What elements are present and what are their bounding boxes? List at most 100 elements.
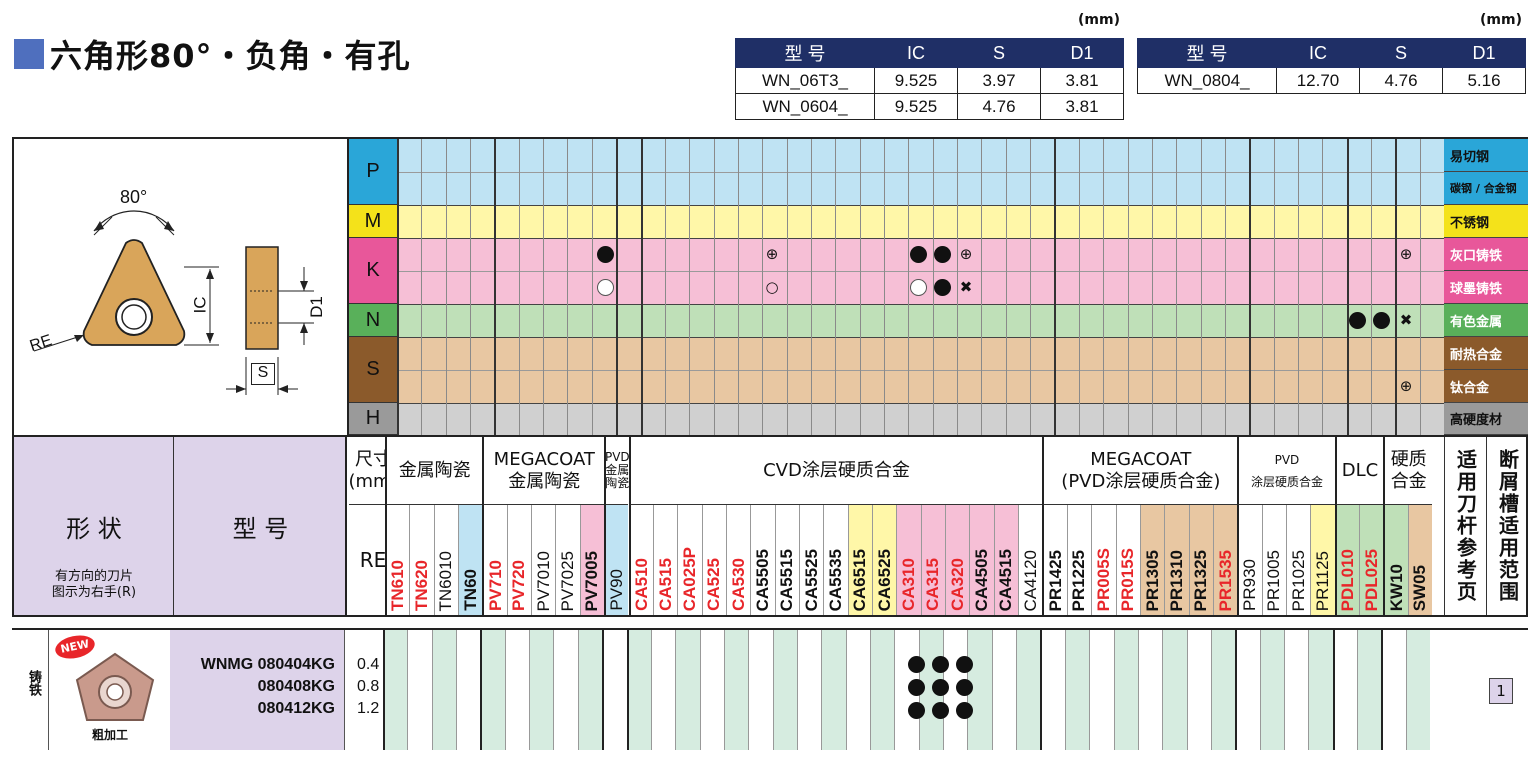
grid-column-line <box>421 139 423 435</box>
open-circle-icon <box>910 279 927 296</box>
recommended-dot-icon <box>956 656 973 673</box>
grade-column-header: TN60 <box>458 505 483 615</box>
open-circle-icon <box>597 279 614 296</box>
title-square-icon <box>14 39 44 69</box>
thin-cross-circle-icon: ⊕ <box>1399 377 1413 395</box>
grade-column-header: PDL025 <box>1359 505 1384 615</box>
grade-label: CA5515 <box>777 548 797 611</box>
grid-column-line <box>689 139 691 435</box>
grade-label: CA4505 <box>972 548 992 611</box>
grade-label: CA510 <box>631 558 651 611</box>
grade-label: PV720 <box>509 559 529 611</box>
material-stainless: 不锈钢 <box>1444 205 1528 238</box>
product-grade-cell <box>650 630 676 750</box>
product-grade-cell <box>870 630 895 750</box>
angle-label: 80° <box>120 187 148 207</box>
grade-column-header: CA5505 <box>750 505 775 615</box>
recommended-dot-icon <box>908 656 925 673</box>
grade-label: KW10 <box>1386 563 1406 611</box>
grade-column-header: PV720 <box>506 505 532 615</box>
product-grade-cell <box>504 630 530 750</box>
grade-label: PV7010 <box>533 550 553 612</box>
col-header: S <box>957 38 1041 68</box>
grade-group-header: PVD 金属陶瓷 <box>604 437 630 505</box>
band-h <box>397 403 1444 435</box>
product-grade-cell <box>1064 630 1090 750</box>
material-free-cutting-steel: 易切钢 <box>1444 139 1528 172</box>
grade-column-header: CA4515 <box>993 505 1019 615</box>
half-dot-icon <box>1373 312 1390 329</box>
grade-column-header: KW10 <box>1383 505 1408 615</box>
product-grade-cell <box>602 630 627 750</box>
page-title: 六角形80°・负角・有孔 <box>14 30 411 78</box>
grid-column-line <box>908 139 910 435</box>
grade-label: CA5535 <box>825 548 845 611</box>
insert-diagram <box>33 210 314 395</box>
thin-circle-icon: ○ <box>765 278 779 296</box>
grid-column-line <box>762 139 764 435</box>
half-dot-icon <box>934 246 951 263</box>
grid-column-line <box>1249 139 1252 435</box>
grid-column-line <box>810 139 812 435</box>
grid-column-line <box>932 139 934 435</box>
grade-label: CA5525 <box>801 548 821 611</box>
grade-column-header: PV7010 <box>531 505 556 615</box>
product-grade-cell <box>675 630 700 750</box>
product-grade-cell <box>772 630 797 750</box>
grade-column-header: PR1125 <box>1310 505 1335 615</box>
recommended-dot-icon <box>597 246 614 263</box>
cell: 4.76 <box>1359 67 1443 94</box>
col-header: IC <box>874 38 958 68</box>
product-grade-cell <box>1089 630 1114 750</box>
cross-icon: ✖ <box>1399 311 1413 329</box>
recommended-dot-icon <box>956 702 973 719</box>
product-grade-cell <box>821 630 846 750</box>
material-ductile-cast-iron: 球墨铸铁 <box>1444 271 1528 304</box>
grade-column-header: PR1305 <box>1139 505 1165 615</box>
iso-code-n: N <box>349 304 397 337</box>
grade-label: PV7025 <box>558 550 578 612</box>
grid-column-line <box>981 139 983 435</box>
grade-column-header: PR1310 <box>1164 505 1189 615</box>
grade-label: PDL025 <box>1361 548 1381 611</box>
grade-label: PDL010 <box>1337 548 1357 611</box>
grade-label: PV90 <box>607 569 627 611</box>
grade-label: PR1025 <box>1288 549 1308 611</box>
product-grade-cell <box>553 630 578 750</box>
cell: 12.70 <box>1276 67 1360 94</box>
grade-column-header: PV710 <box>482 505 507 615</box>
grid-column-line <box>1176 139 1178 435</box>
grade-label: PR1125 <box>1312 550 1332 611</box>
grid-column-line <box>616 139 619 435</box>
material-titanium: 钛合金 <box>1444 370 1528 403</box>
thin-cross-circle-icon: ⊕ <box>765 245 779 263</box>
grade-label: CA315 <box>923 558 943 611</box>
cell: WN_06T3_ <box>735 67 875 94</box>
cell: 3.81 <box>1040 67 1124 94</box>
ic-label: IC <box>190 296 210 314</box>
product-grade-cell <box>1332 630 1357 750</box>
product-grade-cell <box>383 630 408 750</box>
grade-column-header: TN6010 <box>433 505 459 615</box>
grade-label: CA4515 <box>996 548 1016 611</box>
page-ref-link[interactable]: 1 <box>1489 678 1513 704</box>
col-header: S <box>1359 38 1443 68</box>
grid-column-line <box>957 139 959 435</box>
grade-label: TN6010 <box>436 550 456 611</box>
grade-label: TN610 <box>388 559 408 611</box>
cell: 5.16 <box>1442 67 1526 94</box>
cross-icon: ✖ <box>959 278 973 296</box>
grade-column-header: CA315 <box>920 505 946 615</box>
grade-column-header: SW05 <box>1407 505 1433 615</box>
grade-label: PV710 <box>485 559 505 611</box>
product-grade-cell <box>626 630 651 750</box>
grid-column-line <box>1224 139 1226 435</box>
grade-column-header: CA6525 <box>872 505 897 615</box>
product-grade-cell <box>1210 630 1236 750</box>
recommended-dot-icon <box>932 702 949 719</box>
chip-range-header: 断屑槽适用范围 <box>1486 437 1528 615</box>
product-grade-cell <box>529 630 554 750</box>
half-dot-icon <box>934 279 951 296</box>
product-grade-cell <box>1308 630 1333 750</box>
grade-column-header: PR1325 <box>1188 505 1213 615</box>
